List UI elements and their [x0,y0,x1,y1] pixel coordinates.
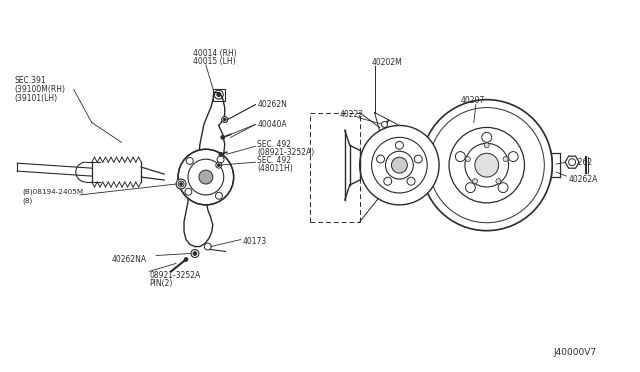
Circle shape [204,243,211,250]
Circle shape [508,152,518,161]
Circle shape [184,257,188,262]
Circle shape [176,179,186,189]
Text: (48011H): (48011H) [257,164,293,173]
Circle shape [360,125,439,205]
Text: 40202M: 40202M [372,58,403,67]
Text: (8): (8) [22,198,33,204]
Circle shape [384,177,392,185]
Circle shape [221,135,225,140]
Circle shape [414,155,422,163]
Circle shape [482,132,492,142]
Circle shape [421,100,552,231]
Circle shape [180,183,182,186]
Circle shape [376,155,385,163]
Circle shape [191,250,199,257]
Text: 08921-3252A: 08921-3252A [149,271,200,280]
Circle shape [216,162,221,168]
FancyBboxPatch shape [213,89,225,101]
Circle shape [449,128,524,203]
Circle shape [217,156,224,163]
Polygon shape [565,156,579,168]
Text: 40262: 40262 [568,158,592,167]
Text: 40040A: 40040A [257,120,287,129]
Circle shape [429,108,544,223]
Text: 40222: 40222 [340,110,364,119]
Text: SEC. 492: SEC. 492 [257,140,291,149]
Circle shape [217,164,220,167]
Circle shape [185,188,192,195]
Circle shape [503,157,508,161]
Text: (39100M(RH): (39100M(RH) [14,85,65,94]
Circle shape [372,137,427,193]
Circle shape [407,177,415,185]
Circle shape [472,179,477,184]
Text: 40262N: 40262N [257,100,287,109]
Circle shape [217,93,221,97]
Text: (08921-3252A): (08921-3252A) [257,148,315,157]
Circle shape [178,149,234,205]
Circle shape [199,170,213,184]
Circle shape [465,143,509,187]
Circle shape [498,183,508,193]
Text: 40015 (LH): 40015 (LH) [193,57,236,67]
Text: SEC. 492: SEC. 492 [257,156,291,165]
Text: PIN(2): PIN(2) [149,279,173,288]
Circle shape [475,153,499,177]
Text: J40000V7: J40000V7 [553,348,596,357]
Text: SEC.391: SEC.391 [14,76,46,85]
Circle shape [465,157,470,161]
Circle shape [455,152,465,161]
Text: (B)08194-2405M: (B)08194-2405M [22,189,83,195]
Circle shape [219,152,223,156]
Text: 40207: 40207 [461,96,485,105]
Circle shape [484,143,489,148]
Circle shape [186,157,193,164]
Circle shape [496,179,501,184]
Circle shape [392,157,407,173]
Text: 40262NA: 40262NA [111,255,147,264]
Text: (39101(LH): (39101(LH) [14,94,58,103]
Circle shape [465,183,476,193]
Circle shape [396,141,403,149]
Text: 40173: 40173 [243,237,267,246]
Circle shape [385,151,413,179]
Circle shape [193,251,197,256]
Circle shape [223,118,226,121]
Text: 40262A: 40262A [568,174,598,183]
Circle shape [221,116,228,122]
Circle shape [381,122,387,128]
Text: 40014 (RH): 40014 (RH) [193,48,237,58]
Circle shape [216,192,223,199]
